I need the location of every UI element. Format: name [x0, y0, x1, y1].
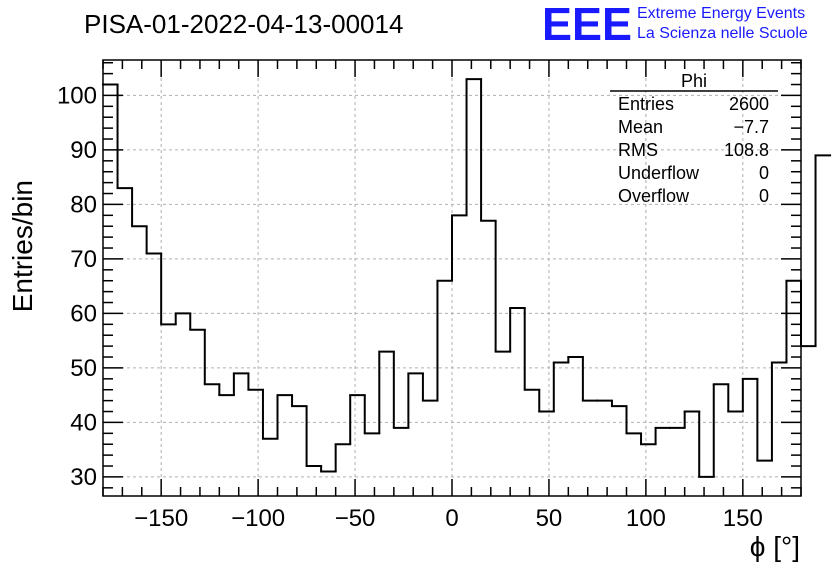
x-tick-label: −50 [335, 505, 376, 532]
histogram-layer [102, 78, 832, 478]
stats-value-underflow: 0 [759, 163, 769, 183]
stats-label-rms: RMS [618, 140, 658, 160]
x-tick-label: −100 [231, 505, 285, 532]
x-tick-labels: −150 −100 −50 0 50 100 150 [134, 505, 763, 532]
stats-label-mean: Mean [618, 117, 663, 137]
y-tick-label: 50 [70, 355, 97, 382]
y-tick-label: 80 [70, 191, 97, 218]
logo-line-2: La Scienza nelle Scuole [637, 25, 808, 42]
y-tick-labels: 30 40 50 60 70 80 90 100 [57, 82, 97, 491]
x-tick-label: 150 [723, 505, 763, 532]
stats-label-overflow: Overflow [618, 186, 690, 206]
stats-label-entries: Entries [618, 94, 674, 114]
y-tick-label: 90 [70, 137, 97, 164]
logo-mark: EEE [542, 0, 632, 50]
chart-title: PISA-01-2022-04-13-00014 [84, 9, 403, 39]
x-axis-title: ϕ [°] [750, 531, 800, 562]
y-tick-label: 100 [57, 82, 97, 109]
stats-value-rms: 108.8 [724, 140, 769, 160]
grid-layer [103, 60, 801, 496]
x-tick-label: 50 [536, 505, 563, 532]
stats-label-underflow: Underflow [618, 163, 700, 183]
stats-value-entries: 2600 [729, 94, 769, 114]
logo-line-1: Extreme Energy Events [637, 5, 805, 22]
stats-value-mean: −7.7 [733, 117, 769, 137]
y-tick-label: 40 [70, 409, 97, 436]
y-tick-label: 70 [70, 246, 97, 273]
y-tick-label: 60 [70, 300, 97, 327]
stats-value-overflow: 0 [759, 186, 769, 206]
x-tick-label: −150 [134, 505, 188, 532]
eee-logo: EEE Extreme Energy Events La Scienza nel… [542, 0, 808, 50]
y-tick-label: 30 [70, 464, 97, 491]
tick-layer [102, 60, 802, 496]
y-axis-title: Entries/bin [7, 180, 38, 312]
stats-box: Phi Entries 2600 Mean −7.7 RMS 108.8 Und… [610, 71, 778, 206]
x-tick-label: 100 [626, 505, 666, 532]
stats-box-title: Phi [681, 71, 707, 91]
x-tick-label: 0 [445, 505, 458, 532]
